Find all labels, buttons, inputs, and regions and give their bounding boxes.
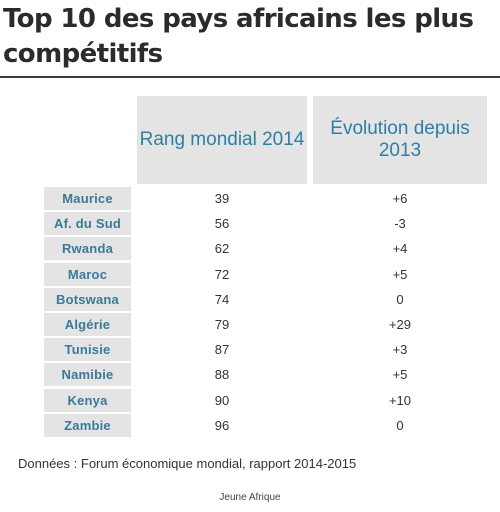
rank-cell: 96 bbox=[214, 417, 230, 433]
column-header-rank-label: Rang mondial 2014 bbox=[139, 129, 305, 150]
evolution-cell: +6 bbox=[392, 191, 408, 206]
evolution-cell: +29 bbox=[388, 316, 412, 332]
rank-cell: 56 bbox=[214, 216, 230, 232]
evolution-cell: -3 bbox=[394, 216, 406, 232]
evolution-cell: +10 bbox=[388, 392, 412, 408]
evolution-cell: +3 bbox=[392, 342, 408, 358]
title-divider bbox=[0, 76, 500, 78]
column-header-evolution: Évolution depuis 2013 bbox=[313, 96, 487, 184]
table-row: Botswana 74 0 bbox=[44, 287, 487, 312]
rank-cell: 87 bbox=[214, 342, 230, 358]
table-row: Algérie 79 +29 bbox=[44, 312, 487, 337]
evolution-cell: +5 bbox=[392, 266, 408, 282]
column-header-evolution-line2: 2013 bbox=[378, 140, 422, 161]
table-row: Namibie 88 +5 bbox=[44, 362, 487, 387]
country-cell: Rwanda bbox=[44, 237, 131, 261]
country-cell: Namibie bbox=[44, 363, 131, 387]
rank-cell: 39 bbox=[214, 191, 230, 206]
evolution-cell: +5 bbox=[392, 367, 408, 383]
country-cell: Maurice bbox=[44, 187, 131, 210]
table-row: Maroc 72 +5 bbox=[44, 262, 487, 287]
evolution-cell: 0 bbox=[396, 291, 404, 307]
table-row: Tunisie 87 +3 bbox=[44, 337, 487, 362]
evolution-cell: 0 bbox=[396, 417, 404, 433]
country-cell: Tunisie bbox=[44, 338, 131, 362]
source-note: Données : Forum économique mondial, rapp… bbox=[18, 456, 357, 471]
rank-cell: 72 bbox=[214, 266, 230, 282]
country-cell: Af. du Sud bbox=[44, 212, 131, 236]
column-header-rank: Rang mondial 2014 bbox=[137, 96, 307, 184]
credit: Jeune Afrique bbox=[219, 492, 281, 503]
rank-cell: 74 bbox=[214, 291, 230, 307]
rank-cell: 62 bbox=[214, 241, 230, 257]
rank-cell: 90 bbox=[214, 392, 230, 408]
country-cell: Botswana bbox=[44, 287, 131, 311]
table-row: Af. du Sud 56 -3 bbox=[44, 211, 487, 236]
rank-cell: 79 bbox=[214, 316, 230, 332]
table-body: Maurice 39 +6 Af. du Sud 56 -3 Rwanda 62 +4 Maroc… bbox=[44, 186, 487, 438]
column-header-evolution-line1: Évolution depuis bbox=[330, 118, 470, 139]
country-cell: Algérie bbox=[44, 312, 131, 336]
page-title: Top 10 des pays africains les plus compé… bbox=[3, 4, 474, 69]
table-row: Zambie 96 0 bbox=[44, 413, 487, 438]
table-row: Kenya 90 +10 bbox=[44, 388, 487, 413]
evolution-cell: +4 bbox=[392, 241, 408, 257]
table-row: Maurice 39 +6 bbox=[44, 186, 487, 211]
country-cell: Maroc bbox=[44, 262, 131, 286]
rank-cell: 88 bbox=[214, 367, 230, 383]
table-row: Rwanda 62 +4 bbox=[44, 236, 487, 261]
country-cell: Kenya bbox=[44, 388, 131, 412]
country-cell: Zambie bbox=[44, 413, 131, 437]
